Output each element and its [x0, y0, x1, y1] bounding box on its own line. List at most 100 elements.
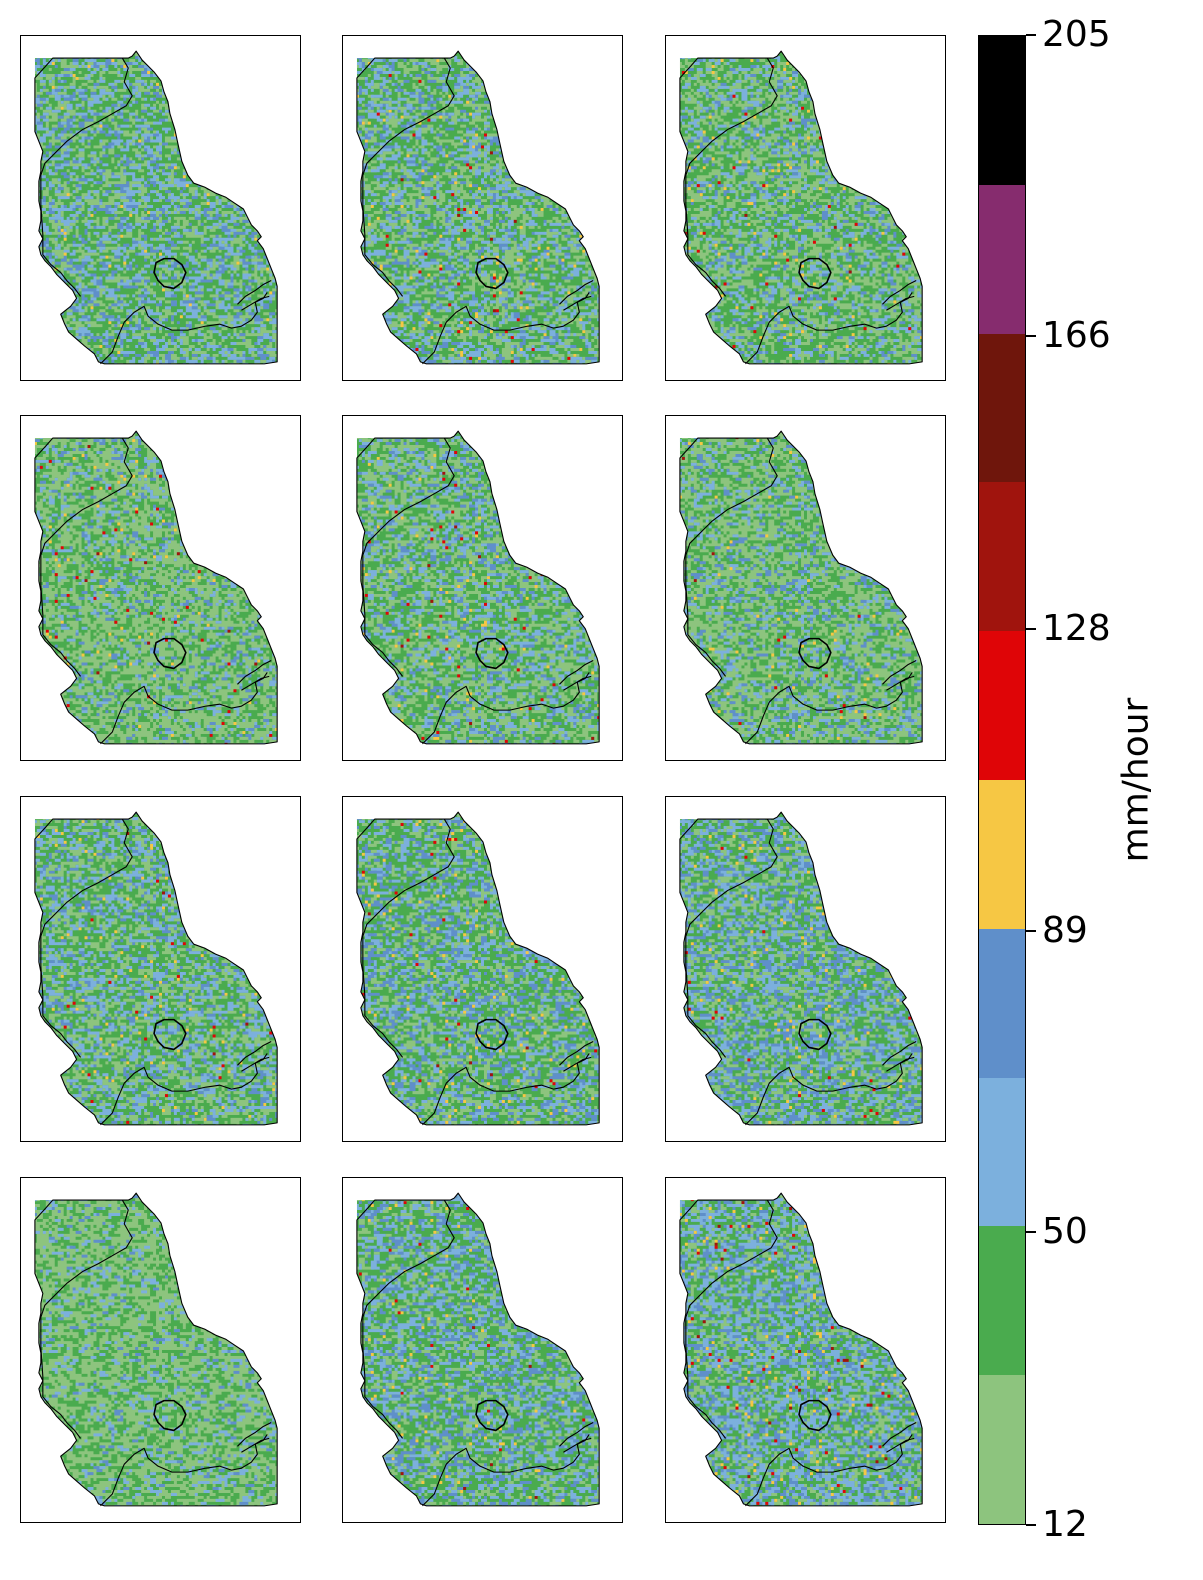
district-boundary — [362, 1199, 455, 1439]
city-boundary — [798, 1018, 832, 1051]
colorbar-label: mm/hour — [1115, 697, 1157, 863]
colorbar-tick-mark — [1026, 1230, 1036, 1233]
map-panel-6 — [665, 415, 946, 761]
rainfall-raster — [34, 1193, 278, 1506]
map-panel-svg — [356, 1192, 600, 1507]
river-line — [559, 279, 594, 305]
river-line — [237, 1421, 272, 1447]
southern-boundary — [745, 1434, 913, 1507]
rainfall-raster — [356, 51, 600, 364]
rainfall-raster — [679, 1193, 923, 1506]
city-boundary — [798, 257, 832, 290]
district-boundary — [362, 818, 455, 1058]
map-panel-svg — [356, 50, 600, 365]
region-boundary — [679, 811, 923, 1126]
rainfall-raster — [356, 1193, 600, 1506]
river-line — [882, 279, 917, 305]
city-boundary — [475, 257, 509, 290]
river-line — [882, 1421, 917, 1447]
river-line — [559, 1421, 594, 1447]
river-line — [241, 675, 270, 691]
map-panel-svg — [34, 50, 278, 365]
map-panel-3 — [665, 35, 946, 381]
district-boundary — [362, 57, 455, 297]
district-boundary — [685, 437, 778, 677]
city-boundary — [475, 1018, 509, 1051]
region-boundary — [34, 50, 278, 365]
river-line — [563, 1437, 592, 1453]
colorbar-segment-9 — [979, 36, 1025, 185]
rainfall-raster — [34, 431, 278, 744]
city-boundary — [798, 637, 832, 670]
district-boundary — [40, 437, 133, 677]
region-boundary — [356, 811, 600, 1126]
southern-boundary — [745, 292, 913, 365]
river-line — [241, 1437, 270, 1453]
river-line — [241, 295, 270, 311]
colorbar-segment-1 — [979, 1226, 1025, 1376]
region-boundary — [356, 50, 600, 365]
map-panel-12 — [665, 1177, 946, 1523]
city-boundary — [475, 637, 509, 670]
colorbar-segment-8 — [979, 184, 1025, 334]
colorbar-segment-3 — [979, 928, 1025, 1078]
colorbar-tick-label: 50 — [1042, 1210, 1088, 1252]
river-line — [563, 675, 592, 691]
map-panel-svg — [34, 1192, 278, 1507]
map-panel-1 — [20, 35, 301, 381]
region-boundary — [679, 50, 923, 365]
city-boundary — [475, 1399, 509, 1432]
colorbar-tick-mark — [1026, 34, 1036, 36]
city-boundary — [798, 1399, 832, 1432]
river-line — [559, 659, 594, 685]
city-boundary — [153, 1399, 187, 1432]
colorbar — [978, 35, 1026, 1525]
city-boundary — [153, 1018, 187, 1051]
southern-boundary — [100, 1053, 268, 1126]
southern-boundary — [100, 292, 268, 365]
map-panel-svg — [679, 811, 923, 1126]
map-panel-svg — [356, 811, 600, 1126]
region-boundary — [34, 811, 278, 1126]
region-boundary — [34, 430, 278, 745]
rainfall-raster — [34, 51, 278, 364]
district-boundary — [685, 1199, 778, 1439]
region-boundary — [356, 1192, 600, 1507]
southern-boundary — [745, 672, 913, 745]
district-boundary — [40, 57, 133, 297]
colorbar-tick-mark — [1026, 929, 1036, 932]
district-boundary — [362, 437, 455, 677]
map-panel-4 — [20, 415, 301, 761]
map-panel-svg — [679, 50, 923, 365]
city-boundary — [153, 257, 187, 290]
map-panel-9 — [665, 796, 946, 1142]
colorbar-segment-5 — [979, 631, 1025, 781]
colorbar-tick-label: 12 — [1042, 1504, 1088, 1545]
map-panel-11 — [342, 1177, 623, 1523]
region-boundary — [34, 1192, 278, 1507]
colorbar-segment-7 — [979, 333, 1025, 483]
river-line — [237, 659, 272, 685]
colorbar-segment-2 — [979, 1077, 1025, 1227]
district-boundary — [40, 1199, 133, 1439]
colorbar-segment-4 — [979, 780, 1025, 929]
map-panel-svg — [356, 430, 600, 745]
rainfall-raster — [679, 812, 923, 1125]
river-line — [563, 1056, 592, 1072]
rainfall-raster — [356, 431, 600, 744]
river-line — [882, 1040, 917, 1066]
river-line — [559, 1040, 594, 1066]
map-panel-svg — [34, 430, 278, 745]
district-boundary — [685, 818, 778, 1058]
region-boundary — [356, 430, 600, 745]
map-panel-8 — [342, 796, 623, 1142]
colorbar-tick-label: 89 — [1042, 909, 1088, 951]
colorbar-tick-mark — [1026, 335, 1036, 338]
southern-boundary — [422, 1053, 590, 1126]
city-boundary — [153, 637, 187, 670]
colorbar-segment-0 — [979, 1375, 1025, 1524]
rainfall-raster — [356, 812, 600, 1125]
colorbar-tick-label: 166 — [1042, 315, 1111, 357]
map-panel-svg — [34, 811, 278, 1126]
map-panel-7 — [20, 796, 301, 1142]
